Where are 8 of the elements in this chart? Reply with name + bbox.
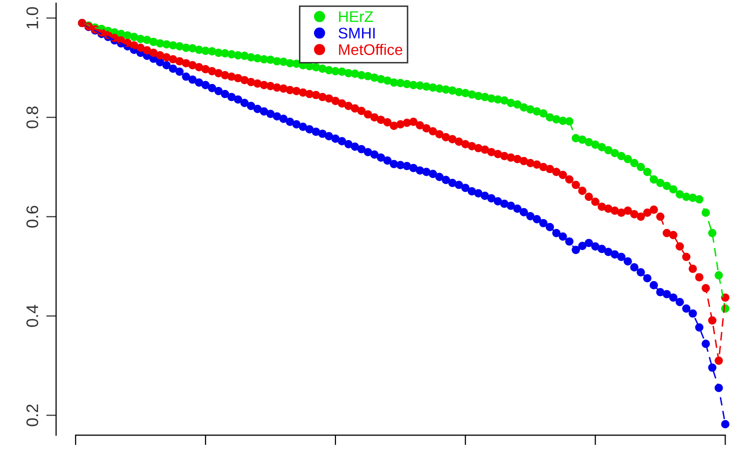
y-tick-label: 0.2: [26, 404, 38, 426]
y-tick-label: 0.6: [26, 206, 38, 228]
legend-label: HErZ: [339, 11, 374, 22]
y-tick-label: 0.4: [26, 304, 38, 327]
legend-label: SMHI: [338, 28, 375, 39]
legend-label: MetOffice: [339, 44, 402, 56]
y-tick-label: 0.8: [26, 106, 38, 128]
y-tick-label: 1.0: [26, 7, 38, 28]
